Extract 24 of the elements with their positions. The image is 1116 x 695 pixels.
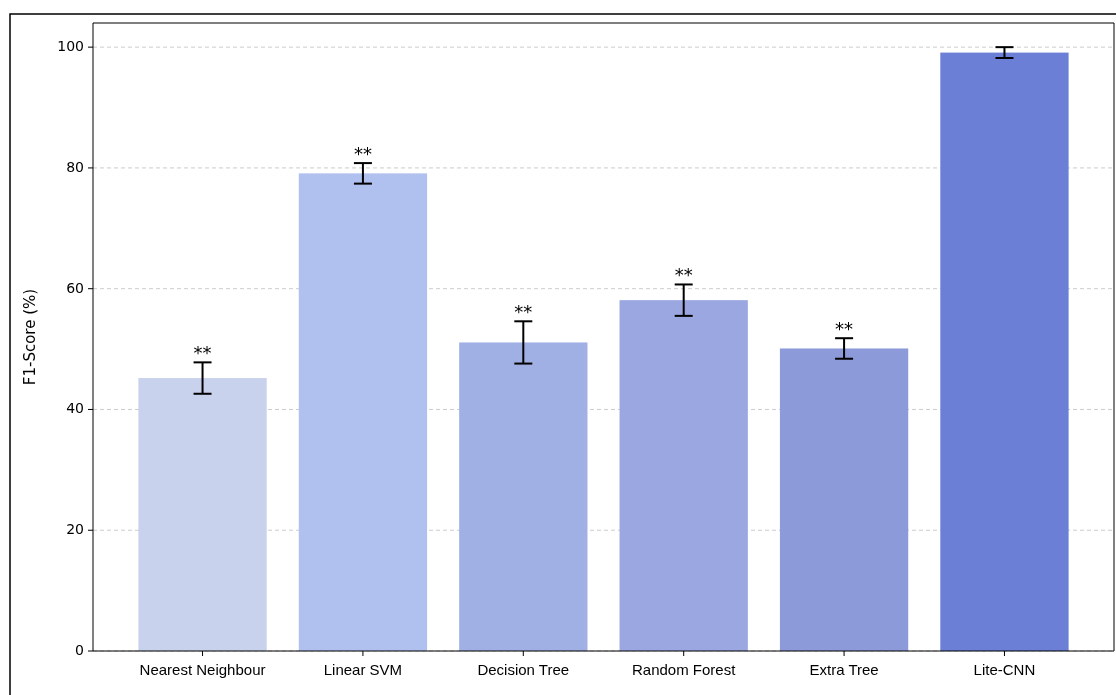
bar: [459, 342, 588, 651]
y-tick-label: 60: [66, 279, 84, 296]
annotation: **: [514, 301, 533, 323]
bar: [619, 300, 748, 651]
bar: [138, 378, 267, 651]
y-tick-label: 100: [57, 38, 84, 55]
x-tick-label: Linear SVM: [323, 661, 403, 678]
bar: [779, 348, 909, 651]
bar: [298, 173, 428, 651]
y-tick-label: 40: [66, 400, 84, 417]
bar: [940, 52, 1069, 651]
y-tick-label: 20: [66, 521, 84, 538]
annotation: **: [353, 143, 372, 165]
annotation: **: [835, 318, 854, 340]
x-tick-label: Lite-CNN: [973, 661, 1036, 678]
x-tick-label: Random Forest: [632, 661, 737, 678]
y-tick-label: 0: [75, 642, 84, 658]
annotation: **: [674, 264, 693, 286]
y-tick-label: 80: [66, 158, 84, 175]
x-tick-label: Decision Tree: [477, 661, 570, 678]
annotation: **: [193, 342, 212, 364]
y-axis-title: F1-Score (%): [21, 288, 39, 386]
x-tick-label: Extra Tree: [809, 661, 879, 678]
x-tick-label: Nearest Neighbour: [139, 661, 266, 678]
